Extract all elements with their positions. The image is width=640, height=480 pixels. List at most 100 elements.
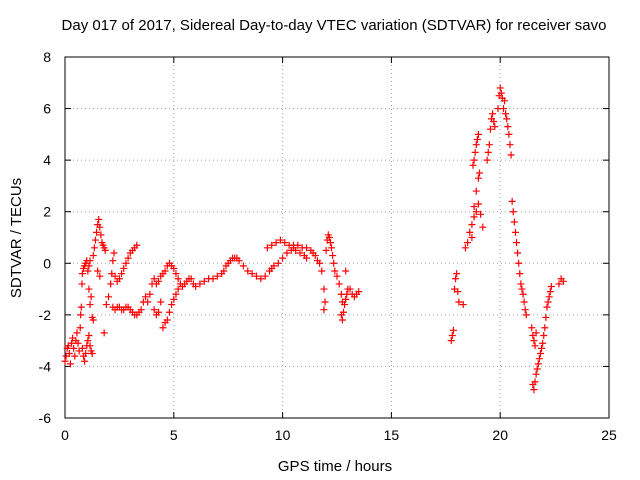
data-point [71, 352, 79, 360]
data-point [468, 234, 476, 241]
data-point [155, 308, 163, 316]
data-point [469, 161, 477, 169]
data-point [472, 208, 480, 216]
data-point [449, 326, 457, 334]
data-point [547, 282, 555, 290]
data-point [65, 350, 73, 358]
data-point [66, 360, 74, 368]
data-point [115, 275, 123, 283]
y-tick-label: -4 [39, 358, 52, 374]
data-point [279, 254, 287, 262]
data-point [453, 270, 461, 278]
data-point [88, 350, 96, 358]
x-tick-label: 10 [275, 427, 291, 443]
data-point [464, 239, 472, 247]
data-point [168, 301, 176, 309]
data-point [110, 249, 118, 257]
data-point [325, 234, 333, 241]
data-point [532, 370, 540, 378]
data-point [476, 169, 484, 177]
data-point [519, 290, 527, 298]
data-point [542, 313, 550, 321]
data-point [448, 331, 456, 339]
data-point [335, 280, 343, 288]
data-point [161, 267, 169, 275]
data-point [509, 208, 517, 216]
data-point [70, 344, 78, 352]
data-point [159, 324, 167, 332]
data-point [459, 301, 467, 309]
axis-ticks [64, 56, 610, 419]
data-points [61, 84, 567, 394]
data-point [303, 254, 311, 262]
data-point [89, 252, 97, 260]
data-point [78, 270, 86, 278]
data-point [102, 301, 110, 309]
data-point [268, 241, 276, 249]
data-point [252, 272, 260, 280]
data-point [461, 244, 469, 252]
data-point [81, 357, 89, 365]
data-point [536, 350, 544, 358]
data-point [137, 306, 145, 314]
data-point [244, 267, 252, 275]
y-tick-label: 4 [43, 152, 51, 168]
data-point [321, 298, 329, 306]
data-point [118, 270, 126, 278]
data-point [515, 259, 523, 267]
data-point [522, 311, 530, 319]
data-point [472, 187, 480, 195]
data-point [165, 308, 173, 316]
data-point [124, 254, 132, 262]
data-point [472, 141, 480, 149]
data-point [318, 267, 326, 275]
data-point [109, 257, 117, 265]
data-point [485, 141, 493, 149]
data-point [311, 252, 319, 260]
data-point [78, 344, 86, 352]
data-point [84, 267, 92, 275]
data-point [508, 197, 516, 205]
data-point [272, 239, 280, 247]
data-point [172, 290, 180, 298]
data-point [263, 244, 271, 252]
data-point [504, 123, 512, 131]
data-point [274, 259, 282, 267]
data-point [73, 329, 81, 337]
y-tick-label: 6 [43, 101, 51, 117]
data-point [261, 272, 269, 280]
data-point [338, 316, 346, 324]
data-point [452, 275, 460, 283]
data-point [517, 280, 525, 288]
data-point [85, 262, 93, 270]
data-point [545, 293, 553, 301]
data-point [544, 298, 552, 306]
data-point [157, 298, 165, 306]
data-point [77, 303, 85, 311]
data-point [270, 262, 278, 270]
data-point [496, 84, 504, 92]
data-point [200, 277, 208, 285]
data-point [142, 293, 150, 301]
chart-title: Day 017 of 2017, Sidereal Day-to-day VTE… [62, 17, 607, 34]
data-point [559, 277, 567, 285]
data-point [303, 244, 311, 252]
data-point [501, 97, 509, 105]
data-point [538, 344, 546, 352]
data-point [486, 125, 494, 133]
data-point [531, 342, 539, 350]
data-point [85, 331, 93, 339]
data-point [513, 239, 521, 247]
data-point [146, 290, 154, 298]
data-point [93, 228, 101, 236]
data-point [192, 282, 200, 290]
data-point [196, 280, 204, 288]
data-point [530, 386, 538, 394]
data-point [330, 259, 338, 267]
data-point [479, 223, 487, 231]
data-point [329, 252, 337, 260]
data-point [502, 110, 510, 118]
data-point [483, 156, 491, 164]
data-point [283, 249, 291, 257]
